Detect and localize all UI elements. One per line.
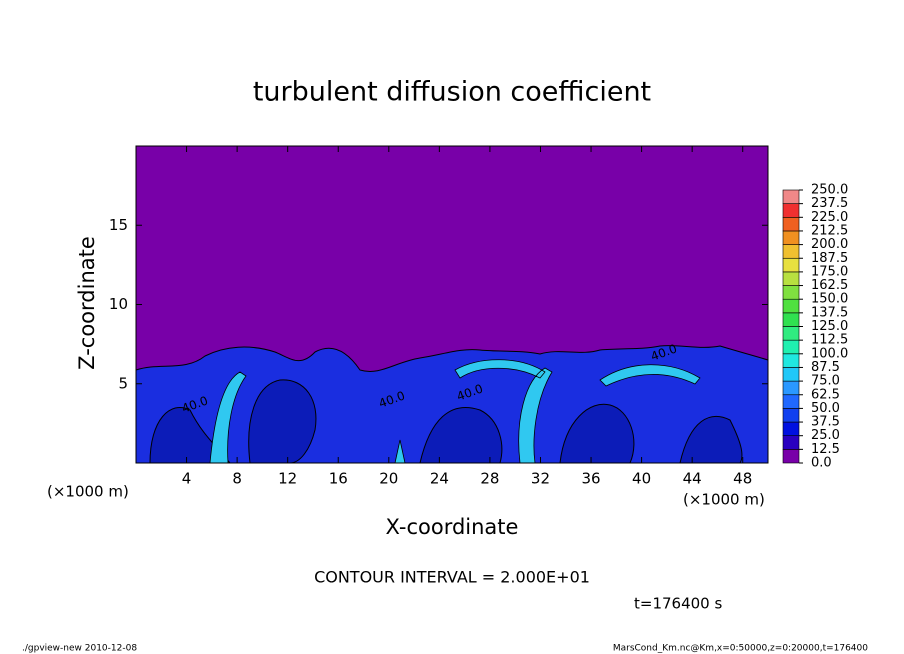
colorbar-cell (782, 449, 800, 464)
colorbar-cell (782, 230, 800, 245)
field (135, 146, 769, 464)
x-tick-label: 48 (733, 470, 752, 488)
time-label: t=176400 s (634, 595, 722, 613)
x-tick-label: 32 (531, 470, 550, 488)
x-axis-label: X-coordinate (386, 515, 519, 539)
colorbar-cell (782, 394, 800, 409)
x-tick-label: 24 (430, 470, 449, 488)
colorbar-label: 25.0 (811, 428, 840, 443)
colorbar-cell (782, 326, 800, 341)
colorbar-cell (782, 257, 800, 273)
colorbar-label: 175.0 (811, 264, 848, 279)
colorbar-cell (782, 380, 800, 396)
footer-left: ./gpview-new 2010-12-08 (22, 644, 137, 654)
colorbar-cell (782, 203, 800, 218)
colorbar-label: 162.5 (811, 278, 848, 293)
y-tick-label: 15 (109, 216, 128, 234)
y-tick-label: 10 (109, 295, 128, 313)
colorbar-cell (782, 408, 800, 423)
colorbar-cell (782, 271, 800, 286)
colorbar-label: 87.5 (811, 360, 840, 375)
x-tick-label: 20 (379, 470, 398, 488)
x-tick-label: 16 (329, 470, 348, 488)
x-tick-label: 12 (278, 470, 297, 488)
colorbar-label: 75.0 (811, 374, 840, 389)
colorbar-label: 12.5 (811, 442, 840, 457)
y-unit: (×1000 m) (47, 483, 129, 501)
contour-interval: CONTOUR INTERVAL = 2.000E+01 (314, 568, 590, 587)
x-tick-label: 36 (581, 470, 600, 488)
chart-title: turbulent diffusion coefficient (253, 77, 651, 108)
colorbar-label: 212.5 (811, 223, 848, 238)
colorbar-label: 225.0 (811, 210, 848, 225)
colorbar-cell (782, 312, 800, 327)
colorbar-label: 112.5 (811, 333, 848, 348)
field-high (209, 359, 701, 464)
colorbar-label: 37.5 (811, 415, 840, 430)
colorbar-label: 200.0 (811, 237, 848, 252)
x-tick-label: 4 (182, 470, 192, 488)
colorbar-label: 0.0 (811, 456, 832, 471)
x-unit: (×1000 m) (683, 491, 765, 509)
colorbar-label: 137.5 (811, 305, 848, 320)
colorbar-cell (782, 367, 800, 382)
colorbar-cell (782, 217, 800, 232)
colorbar-cell (782, 244, 800, 259)
y-axis-label: Z-coordinate (75, 236, 99, 370)
colorbar-cell (782, 285, 800, 300)
x-tick-label: 28 (480, 470, 499, 488)
colorbar-label: 250.0 (811, 183, 848, 198)
colorbar-cell (782, 189, 800, 204)
colorbar-label: 100.0 (811, 346, 848, 361)
colorbar-cell (782, 353, 800, 368)
footer-right: MarsCond_Km.nc@Km,x=0:50000,z=0:20000,t=… (613, 644, 868, 654)
x-tick-label: 40 (632, 470, 651, 488)
y-tick-label: 5 (118, 374, 128, 392)
colorbar-cell (782, 435, 800, 450)
colorbar-cell (782, 421, 800, 436)
x-tick-label: 8 (232, 470, 242, 488)
colorbar-label: 50.0 (811, 401, 840, 416)
colorbar-label: 187.5 (811, 251, 848, 266)
colorbar-cell (782, 298, 800, 314)
colorbar-label: 125.0 (811, 319, 848, 334)
field-low (149, 379, 743, 464)
colorbar-label: 150.0 (811, 292, 848, 307)
colorbar-label: 237.5 (811, 196, 848, 211)
x-tick-label: 44 (683, 470, 702, 488)
colorbar-label: 62.5 (811, 387, 840, 402)
colorbar-cell (782, 339, 800, 355)
